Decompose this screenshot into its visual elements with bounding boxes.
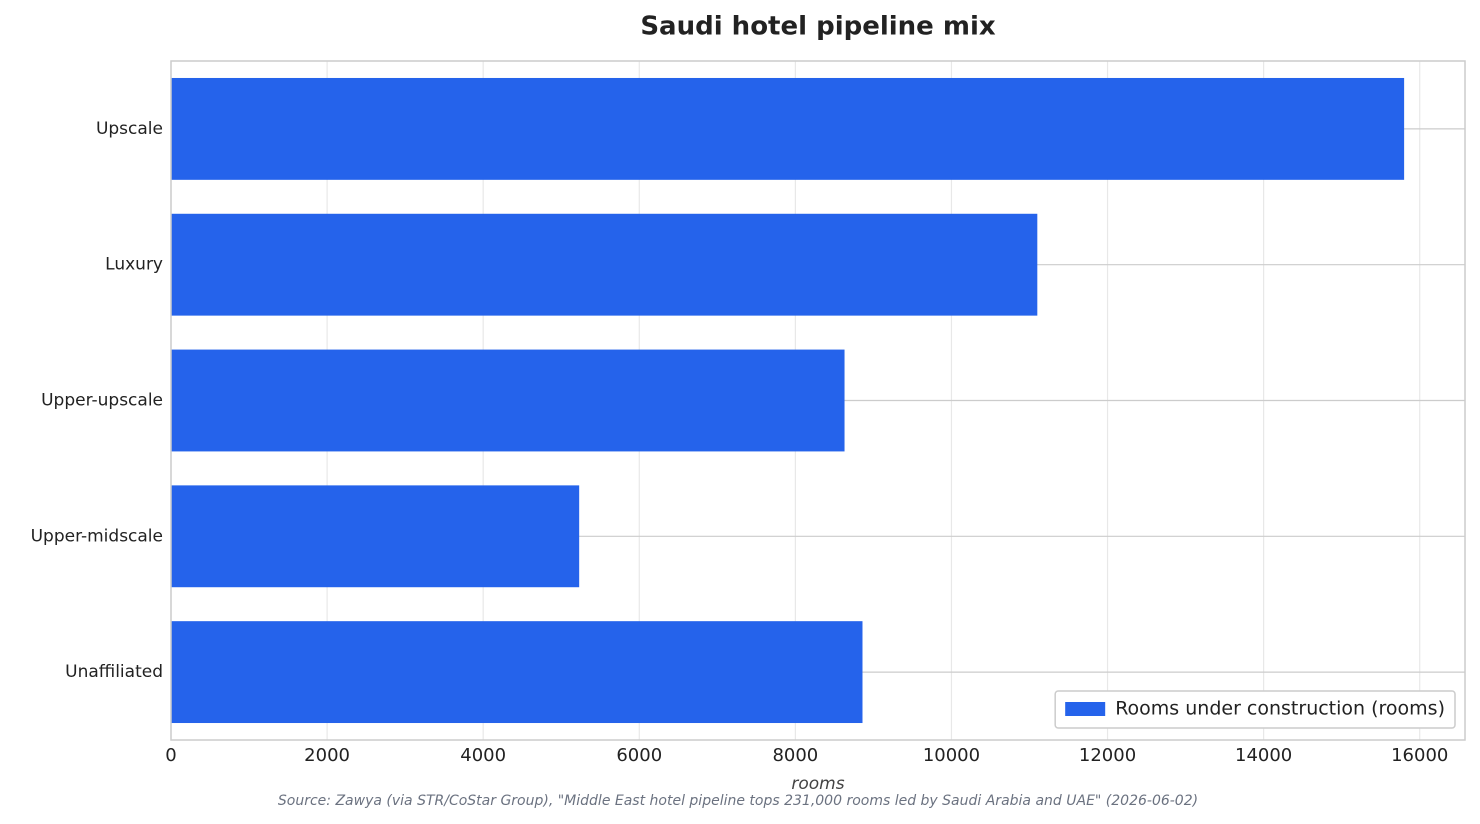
x-axis-label: rooms	[791, 774, 844, 794]
x-tick-label: 2000	[304, 745, 350, 766]
bar	[171, 621, 863, 724]
bar	[171, 349, 845, 452]
x-tick-label: 12000	[1079, 745, 1136, 766]
plot-frame	[170, 60, 1466, 741]
legend-label: Rooms under construction (rooms)	[1115, 698, 1445, 720]
bar	[171, 485, 580, 588]
x-tick-label: 8000	[772, 745, 818, 766]
legend-box	[1054, 690, 1456, 729]
y-tick-label: Unaffiliated	[65, 662, 163, 682]
source-note: Source: Zawya (via STR/CoStar Group), "M…	[278, 793, 1198, 809]
chart-title: Saudi hotel pipeline mix	[640, 12, 996, 42]
x-tick-label: 4000	[460, 745, 506, 766]
y-tick-label: Luxury	[105, 255, 163, 275]
legend-swatch	[1065, 702, 1106, 716]
bar	[171, 213, 1038, 316]
x-tick-label: 10000	[923, 745, 980, 766]
y-tick-label: Upper-upscale	[41, 391, 163, 411]
x-tick-label: 6000	[616, 745, 662, 766]
y-tick-label: Upscale	[96, 119, 163, 139]
bars	[171, 77, 1405, 724]
x-tick-label: 16000	[1391, 745, 1448, 766]
x-tick-label: 0	[165, 745, 176, 766]
legend: Rooms under construction (rooms)	[1054, 690, 1456, 729]
bar	[171, 77, 1405, 180]
y-tick-label: Upper-midscale	[31, 526, 163, 546]
x-tick-label: 14000	[1235, 745, 1292, 766]
